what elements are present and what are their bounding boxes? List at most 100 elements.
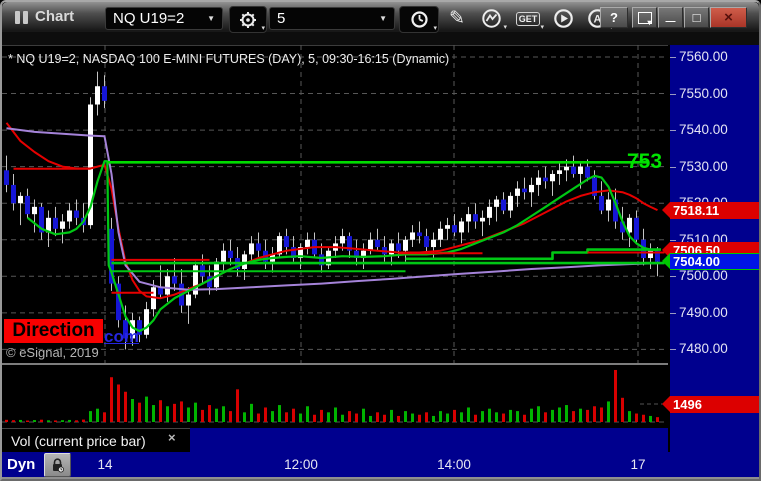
volume-bar (474, 414, 477, 422)
chart-window-icon (15, 11, 28, 24)
candle-body (298, 247, 303, 259)
volume-bar (621, 397, 624, 422)
candle-body (284, 236, 289, 248)
candle-body (571, 166, 576, 174)
tick-mark (670, 276, 676, 278)
flag-arrow-icon (662, 395, 670, 412)
volume-bar (397, 415, 400, 422)
dynamic-session-label: Dyn (7, 456, 36, 473)
volume-bar (222, 406, 225, 422)
pane-divider[interactable] (2, 363, 668, 365)
close-icon[interactable]: × (168, 430, 176, 445)
get-data-button[interactable]: GET ▾ (511, 6, 545, 31)
studies-button[interactable]: ▾ (475, 6, 508, 31)
volume-study-tab[interactable]: Vol (current price bar) × (2, 428, 190, 452)
minimize-button[interactable]: — (658, 7, 683, 28)
candle-body (165, 276, 170, 295)
volume-bar (418, 414, 421, 422)
candle-body (564, 166, 569, 171)
candle-body (39, 206, 44, 233)
candle-body (242, 254, 247, 269)
candle-body (508, 195, 513, 211)
title-bar[interactable]: Chart NQ U19=2 ▼ ▾ 5 ▼ (2, 2, 759, 33)
volume-bar (334, 407, 337, 422)
get-icon: GET (515, 11, 541, 26)
volume-chart-canvas[interactable] (2, 365, 668, 428)
candle-body (634, 217, 639, 240)
volume-bar (82, 419, 85, 422)
volume-bar (572, 411, 575, 422)
window-title: Chart (35, 8, 75, 25)
candle-body (410, 232, 415, 240)
volume-bar (131, 399, 134, 422)
chart-header: * NQ U19=2, NASDAQ 100 E-MINI FUTURES (D… (8, 52, 450, 66)
price-chart-canvas[interactable] (2, 45, 668, 363)
candle-body (67, 210, 72, 222)
time-template-button[interactable]: ▾ (399, 6, 439, 33)
candle-body (291, 247, 296, 259)
candle-body (522, 188, 527, 193)
candle-body (459, 221, 464, 233)
candle-body (144, 309, 149, 335)
candle-body (25, 195, 30, 215)
candle-body (32, 206, 37, 215)
candle-body (599, 195, 604, 211)
candle-body (529, 184, 534, 193)
volume-bar (446, 413, 449, 422)
volume-bar (278, 405, 281, 422)
volume-bar (110, 377, 113, 422)
volume-bar (376, 412, 379, 422)
volume-bar (47, 420, 50, 422)
volume-bar (68, 419, 71, 422)
candle-body (340, 236, 345, 244)
help-button[interactable]: ? (600, 7, 628, 28)
symbol-settings-button[interactable]: ▾ (229, 6, 267, 33)
price-axis[interactable]: 7560.007550.007540.007530.007520.007510.… (662, 45, 761, 452)
candle-body (172, 276, 177, 284)
time-lock-button[interactable] (44, 453, 71, 477)
candle-body (480, 217, 485, 222)
volume-bar (495, 412, 498, 422)
time-axis[interactable]: Dyn 14 12:00 14:00 17 (2, 452, 759, 477)
gear-icon (240, 11, 256, 28)
volume-bar (152, 405, 155, 422)
interval-combo[interactable]: 5 ▼ (269, 7, 395, 30)
candle-body (123, 320, 128, 339)
volume-bar (194, 402, 197, 422)
candle-body (403, 239, 408, 251)
candle-body (137, 320, 142, 335)
candle-body (445, 225, 450, 229)
volume-bar (341, 414, 344, 422)
tick-mark (670, 349, 676, 351)
candle-body (396, 243, 401, 251)
candle-body (4, 170, 9, 185)
candle-body (536, 177, 541, 185)
volume-bar (313, 414, 316, 422)
candle-body (193, 265, 198, 295)
dock-button[interactable]: ▾ (632, 7, 657, 28)
candle-body (277, 236, 282, 255)
volume-bar (481, 411, 484, 422)
candle-body (319, 254, 324, 266)
volume-bar (320, 409, 323, 422)
flag-value: 7504.00 (670, 253, 761, 271)
volume-bar (236, 389, 239, 422)
time-label: 17 (630, 457, 646, 472)
volume-bar (145, 396, 148, 422)
symbol-combo[interactable]: NQ U19=2 ▼ (105, 7, 223, 30)
replay-button[interactable] (548, 6, 578, 31)
candle-body (466, 214, 471, 222)
draw-tools-button[interactable]: ✎ (442, 6, 472, 31)
volume-bar (292, 408, 295, 422)
volume-bar (173, 403, 176, 422)
volume-bar (425, 412, 428, 422)
maximize-button[interactable]: □ (684, 7, 709, 28)
green-line-price-label: 753 (627, 150, 663, 173)
volume-bar (369, 415, 372, 422)
esignal-copyright: © eSignal, 2019 (6, 345, 99, 360)
volume-bar (299, 413, 302, 422)
tick-mark (670, 130, 676, 132)
candle-body (557, 170, 562, 174)
candle-body (11, 184, 16, 204)
close-button[interactable]: × (710, 7, 747, 28)
